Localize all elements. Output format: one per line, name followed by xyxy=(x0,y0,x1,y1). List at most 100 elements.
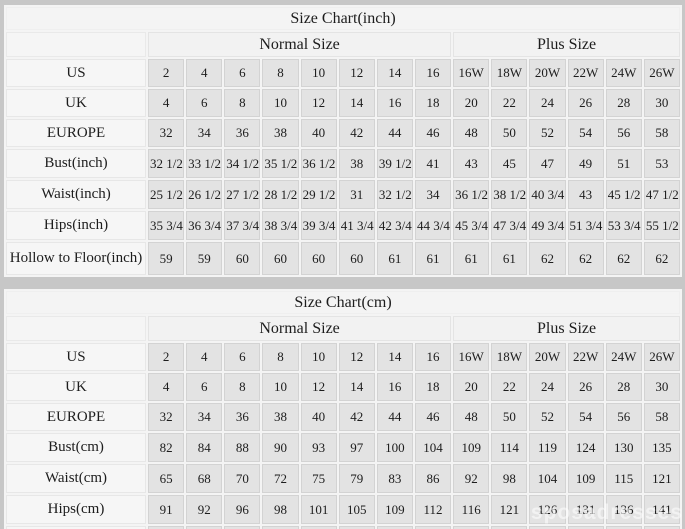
value-cell: 136 xyxy=(605,495,642,524)
value-cell: 98 xyxy=(262,495,299,524)
value-cell: 37 3/4 xyxy=(224,211,261,240)
value-cell: 29 1/2 xyxy=(300,180,337,209)
value-cell: 14 xyxy=(338,373,375,401)
value-cell: 4 xyxy=(148,373,185,401)
size-chart-table: Size Chart(inch) Normal Size Plus Size US 2 4… xyxy=(4,5,682,277)
value-cell: 16W xyxy=(453,343,490,371)
group-header-plus-size: Plus Size xyxy=(453,32,680,57)
value-cell: 26 xyxy=(567,373,604,401)
value-cell: 124 xyxy=(567,433,604,462)
value-cell: 20W xyxy=(529,59,566,87)
value-cell: 20 xyxy=(453,373,490,401)
value-cell: 36 xyxy=(224,119,261,147)
table-title: Size Chart(cm) xyxy=(6,291,680,314)
value-cell: 150 xyxy=(224,526,261,529)
value-cell: 10 xyxy=(262,373,299,401)
value-cell: 72 xyxy=(262,464,299,493)
value-cell: 18 xyxy=(414,373,452,401)
row-label: Hollow to Floor(cm) xyxy=(6,526,146,529)
value-cell: 34 xyxy=(186,119,223,147)
value-cell: 24 xyxy=(529,89,566,117)
value-cell: 33 1/2 xyxy=(186,149,223,178)
value-cell: 59 xyxy=(148,242,185,275)
value-cell: 26 1/2 xyxy=(186,180,223,209)
value-cell: 135 xyxy=(643,433,680,462)
value-cell: 60 xyxy=(224,242,261,275)
value-cell: 48 xyxy=(453,403,490,431)
corner-cell xyxy=(6,32,146,57)
value-cell: 16W xyxy=(453,59,490,87)
table-row: US 2 4 6 8 10 12 14 16 16W 18W 20W 22W 24W 26W xyxy=(6,59,680,87)
value-cell: 68 xyxy=(186,464,223,493)
row-label: Hips(inch) xyxy=(6,211,146,240)
value-cell: 45 xyxy=(491,149,528,178)
value-cell: 51 3/4 xyxy=(567,211,604,240)
value-cell: 36 3/4 xyxy=(186,211,223,240)
value-cell: 84 xyxy=(186,433,223,462)
value-cell: 109 xyxy=(376,495,413,524)
value-cell: 4 xyxy=(186,343,223,371)
row-label: EUROPE xyxy=(6,119,146,147)
value-cell: 10 xyxy=(300,343,337,371)
value-cell: 42 3/4 xyxy=(376,211,413,240)
value-cell: 130 xyxy=(605,433,642,462)
value-cell: 45 3/4 xyxy=(453,211,490,240)
value-cell: 53 xyxy=(643,149,680,178)
value-cell: 16 xyxy=(376,373,413,401)
value-cell: 16 xyxy=(414,59,452,87)
value-cell: 101 xyxy=(300,495,337,524)
value-cell: 147 xyxy=(186,526,223,529)
row-label: Waist(cm) xyxy=(6,464,146,493)
value-cell: 155 xyxy=(491,526,528,529)
value-cell: 32 xyxy=(148,119,185,147)
value-cell: 2 xyxy=(148,343,185,371)
row-label: Hips(cm) xyxy=(6,495,146,524)
table-row: EUROPE 32 34 36 38 40 42 44 46 48 50 52 54 56 58 xyxy=(6,119,680,147)
table-title-row: Size Chart(cm) xyxy=(6,291,680,314)
value-cell: 79 xyxy=(338,464,375,493)
value-cell: 52 xyxy=(529,403,566,431)
value-cell: 8 xyxy=(224,89,261,117)
value-cell: 56 xyxy=(605,119,642,147)
value-cell: 28 xyxy=(605,373,642,401)
value-cell: 152 xyxy=(338,526,375,529)
table-row: Hips(inch) 35 3/4 36 3/4 37 3/4 38 3/4 39 3/4… xyxy=(6,211,680,240)
value-cell: 51 xyxy=(605,149,642,178)
value-cell: 12 xyxy=(300,373,337,401)
value-cell: 30 xyxy=(643,373,680,401)
value-cell: 55 1/2 xyxy=(643,211,680,240)
value-cell: 158 xyxy=(643,526,680,529)
value-cell: 60 xyxy=(338,242,375,275)
value-cell: 75 xyxy=(300,464,337,493)
value-cell: 88 xyxy=(224,433,261,462)
value-cell: 158 xyxy=(529,526,566,529)
row-label: Bust(inch) xyxy=(6,149,146,178)
value-cell: 62 xyxy=(529,242,566,275)
row-label: UK xyxy=(6,373,146,401)
value-cell: 24W xyxy=(605,343,642,371)
value-cell: 115 xyxy=(605,464,642,493)
table-row: UK 4 6 8 10 12 14 16 18 20 22 24 26 28 30 xyxy=(6,373,680,401)
value-cell: 61 xyxy=(376,242,413,275)
value-cell: 104 xyxy=(414,433,452,462)
value-cell: 36 1/2 xyxy=(453,180,490,209)
row-label: Bust(cm) xyxy=(6,433,146,462)
value-cell: 60 xyxy=(300,242,337,275)
value-cell: 100 xyxy=(376,433,413,462)
group-header-normal-size: Normal Size xyxy=(148,32,452,57)
value-cell: 14 xyxy=(338,89,375,117)
value-cell: 61 xyxy=(491,242,528,275)
value-cell: 12 xyxy=(338,59,375,87)
value-cell: 91 xyxy=(148,495,185,524)
value-cell: 121 xyxy=(643,464,680,493)
value-cell: 18W xyxy=(491,343,528,371)
value-cell: 12 xyxy=(338,343,375,371)
value-cell: 38 xyxy=(338,149,375,178)
value-cell: 28 xyxy=(605,89,642,117)
value-cell: 54 xyxy=(567,119,604,147)
value-cell: 26 xyxy=(567,89,604,117)
table-row: US 2 4 6 8 10 12 14 16 16W 18W 20W 22W 24W 26W xyxy=(6,343,680,371)
value-cell: 62 xyxy=(643,242,680,275)
value-cell: 112 xyxy=(414,495,452,524)
